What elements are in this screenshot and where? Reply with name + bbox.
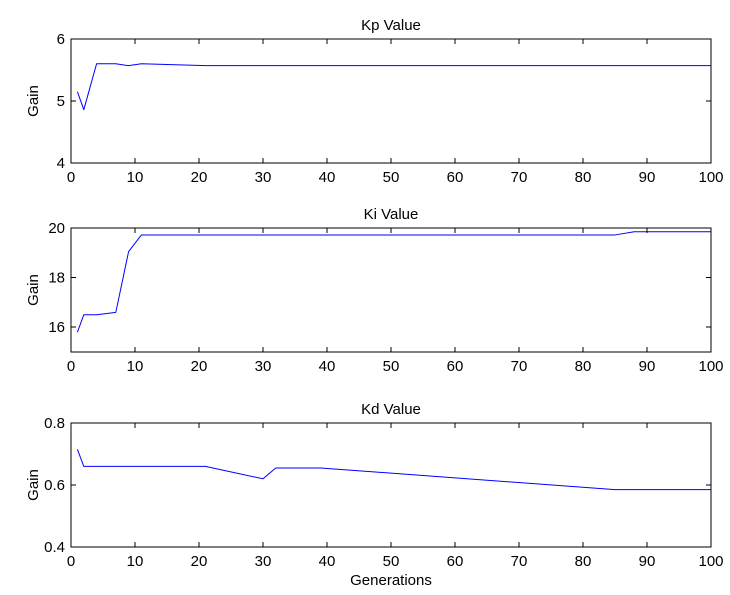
series-line — [76, 63, 711, 111]
x-tick-label: 90 — [639, 358, 656, 375]
x-tick-label: 90 — [639, 169, 656, 186]
x-tick-label: 0 — [67, 169, 75, 186]
x-tick-label: 70 — [511, 553, 528, 570]
y-axis-label: Gain — [25, 85, 42, 117]
x-tick-label: 0 — [67, 358, 75, 375]
subplot-title: Ki Value — [364, 206, 419, 223]
subplot-title: Kp Value — [361, 17, 421, 34]
series-line — [76, 231, 711, 333]
y-tick-label: 20 — [48, 220, 65, 237]
series-line — [76, 449, 711, 491]
y-tick-label: 0.8 — [44, 415, 65, 432]
x-tick-label: 60 — [447, 358, 464, 375]
x-tick-label: 60 — [447, 169, 464, 186]
subplot-2: 0 10 20 30 40 50 60 70 80 90 100 16 18 20 Ki Value Gain — [25, 206, 724, 375]
x-tick-label: 100 — [698, 358, 723, 375]
x-tick-label: 40 — [319, 169, 336, 186]
x-tick-label: 10 — [127, 169, 144, 186]
y-tick-label: 4 — [57, 155, 65, 172]
y-axis-label: Gain — [25, 274, 42, 306]
axes-box — [70, 38, 712, 164]
subplot-title: Kd Value — [361, 401, 421, 418]
x-tick-label: 90 — [639, 553, 656, 570]
x-tick-label: 100 — [698, 169, 723, 186]
x-tick-label: 100 — [698, 553, 723, 570]
x-tick-label: 20 — [191, 553, 208, 570]
x-tick-label: 70 — [511, 169, 528, 186]
x-tick-label: 20 — [191, 169, 208, 186]
x-tick-label: 50 — [383, 553, 400, 570]
x-tick-label: 50 — [383, 358, 400, 375]
y-tick-label: 0.4 — [44, 539, 65, 556]
x-axis-label: Generations — [350, 572, 432, 589]
x-tick-label: 10 — [127, 358, 144, 375]
x-tick-label: 60 — [447, 553, 464, 570]
y-tick-label: 5 — [57, 93, 65, 110]
x-tick-label: 30 — [255, 169, 272, 186]
x-tick-label: 80 — [575, 358, 592, 375]
axes-box — [70, 227, 712, 353]
x-tick-label: 70 — [511, 358, 528, 375]
x-tick-label: 80 — [575, 169, 592, 186]
x-tick-label: 30 — [255, 358, 272, 375]
x-tick-label: 50 — [383, 169, 400, 186]
x-tick-label: 40 — [319, 358, 336, 375]
x-tick-label: 80 — [575, 553, 592, 570]
y-axis-label: Gain — [25, 469, 42, 501]
axes-box — [70, 422, 712, 548]
x-tick-label: 20 — [191, 358, 208, 375]
x-tick-label: 10 — [127, 553, 144, 570]
y-tick-label: 0.6 — [44, 477, 65, 494]
subplot-1: 0 10 20 30 40 50 60 70 80 90 100 4 5 6 Kp Value Gain — [25, 17, 724, 186]
x-tick-label: 40 — [319, 553, 336, 570]
x-tick-label: 30 — [255, 553, 272, 570]
y-tick-label: 16 — [48, 319, 65, 336]
y-tick-label: 6 — [57, 31, 65, 48]
y-tick-label: 18 — [48, 270, 65, 287]
subplot-3: 0 10 20 30 40 50 60 70 80 90 100 0.4 0.6 0.8 Kd Value G… — [25, 401, 724, 589]
x-tick-label: 0 — [67, 553, 75, 570]
